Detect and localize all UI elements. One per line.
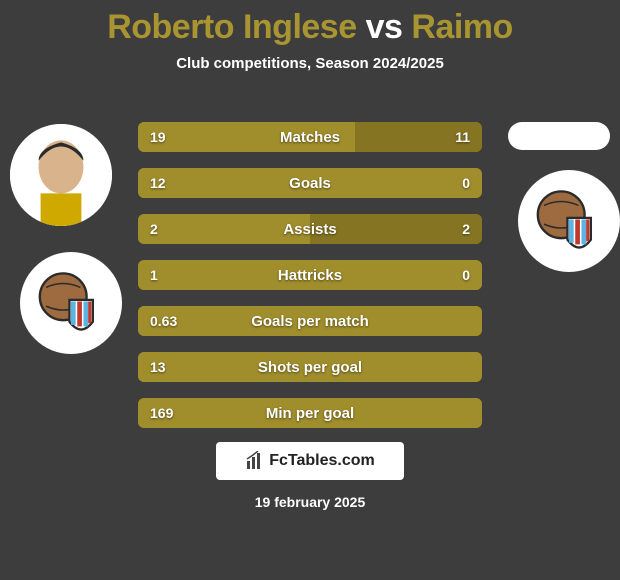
stat-label: Hattricks [138, 260, 482, 290]
stat-label: Min per goal [138, 398, 482, 428]
stat-label: Matches [138, 122, 482, 152]
stats-bars-container: 1911Matches 120Goals 22Assists 10Hattricks 0… [138, 122, 482, 444]
player2-club-crest [518, 170, 620, 272]
subtitle: Club competitions, Season 2024/2025 [0, 55, 620, 72]
player2-avatar-placeholder [508, 122, 610, 150]
stat-row: 10Hattricks [138, 260, 482, 290]
stat-label: Assists [138, 214, 482, 244]
club-crest-icon [530, 182, 608, 260]
club-crest-icon [32, 264, 110, 342]
stat-row: 1911Matches [138, 122, 482, 152]
page-title: Roberto Inglese vs Raimo [0, 0, 620, 47]
infographic-date: 19 february 2025 [0, 494, 620, 510]
stat-row: 13Shots per goal [138, 352, 482, 382]
stat-row: 120Goals [138, 168, 482, 198]
avatar-placeholder-icon [10, 124, 112, 226]
stat-row: 169Min per goal [138, 398, 482, 428]
stat-label: Goals [138, 168, 482, 198]
stat-row: 0.63Goals per match [138, 306, 482, 336]
title-vs: vs [366, 8, 403, 46]
title-player2: Raimo [411, 8, 512, 46]
stat-row: 22Assists [138, 214, 482, 244]
stat-label: Shots per goal [138, 352, 482, 382]
footer-logo-text: FcTables.com [269, 452, 375, 470]
player1-club-crest [20, 252, 122, 354]
stat-label: Goals per match [138, 306, 482, 336]
player1-avatar [10, 124, 112, 226]
fctables-logo: FcTables.com [216, 442, 404, 480]
chart-icon [245, 451, 265, 471]
title-player1: Roberto Inglese [107, 8, 356, 46]
